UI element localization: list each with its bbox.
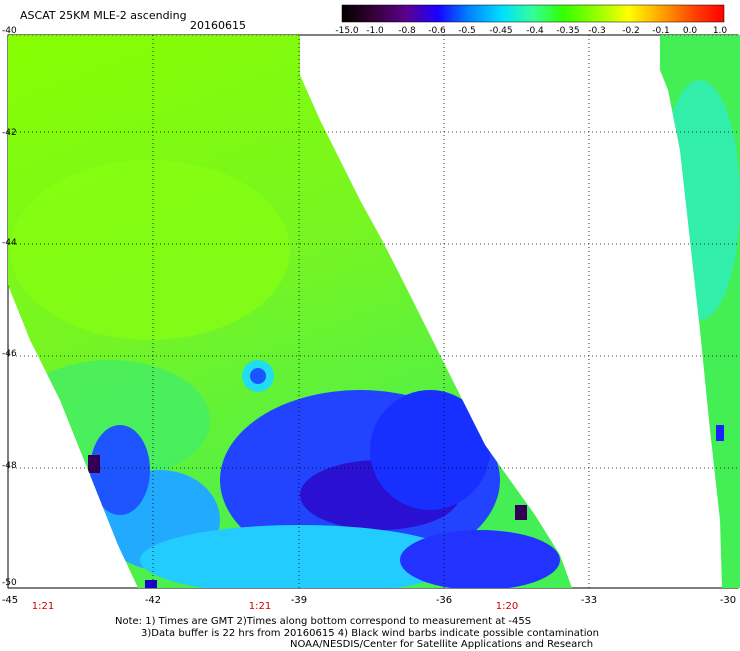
colorbar-label: -0.35 (556, 26, 580, 36)
colorbar-label: -0.45 (489, 26, 513, 36)
note-line-2: 3)Data buffer is 22 hrs from 20160615 4)… (141, 628, 599, 639)
time-label: 1:21 (31, 601, 55, 612)
lon-label: -36 (435, 595, 453, 606)
lon-label: -39 (290, 595, 308, 606)
colorbar-label: -0.5 (458, 26, 476, 36)
lat-label: -40 (2, 26, 17, 36)
colorbar-label: -0.2 (622, 26, 640, 36)
map-date: 20160615 (190, 19, 246, 32)
colorbar-label: -0.6 (428, 26, 446, 36)
lat-label: -48 (2, 461, 17, 471)
lon-label: -30 (719, 595, 737, 606)
lat-label: -46 (2, 349, 17, 359)
colorbar-label: -0.1 (652, 26, 670, 36)
time-label: 1:20 (495, 601, 519, 612)
lat-lon-grid (8, 34, 738, 588)
colorbar-label: -1.0 (366, 26, 384, 36)
colorbar-label: -0.4 (526, 26, 544, 36)
colorbar-label: 0.0 (682, 26, 698, 36)
lat-label: -50 (2, 578, 17, 588)
lon-label: -45 (1, 595, 19, 606)
colorbar-label: -0.3 (588, 26, 606, 36)
lon-label: -33 (580, 595, 598, 606)
colorbar-label: 1.0 (712, 26, 728, 36)
lat-label: -42 (2, 128, 17, 138)
map-title: ASCAT 25KM MLE-2 ascending (20, 9, 187, 22)
note-line-1: Note: 1) Times are GMT 2)Times along bot… (115, 616, 532, 627)
note-line-3: NOAA/NESDIS/Center for Satellite Applica… (290, 639, 594, 650)
lon-label: -42 (144, 595, 162, 606)
time-label: 1:21 (248, 601, 272, 612)
colorbar-label: -15.0 (335, 26, 359, 36)
colorbar (341, 4, 725, 23)
lat-label: -44 (2, 238, 17, 248)
colorbar-label: -0.8 (398, 26, 416, 36)
